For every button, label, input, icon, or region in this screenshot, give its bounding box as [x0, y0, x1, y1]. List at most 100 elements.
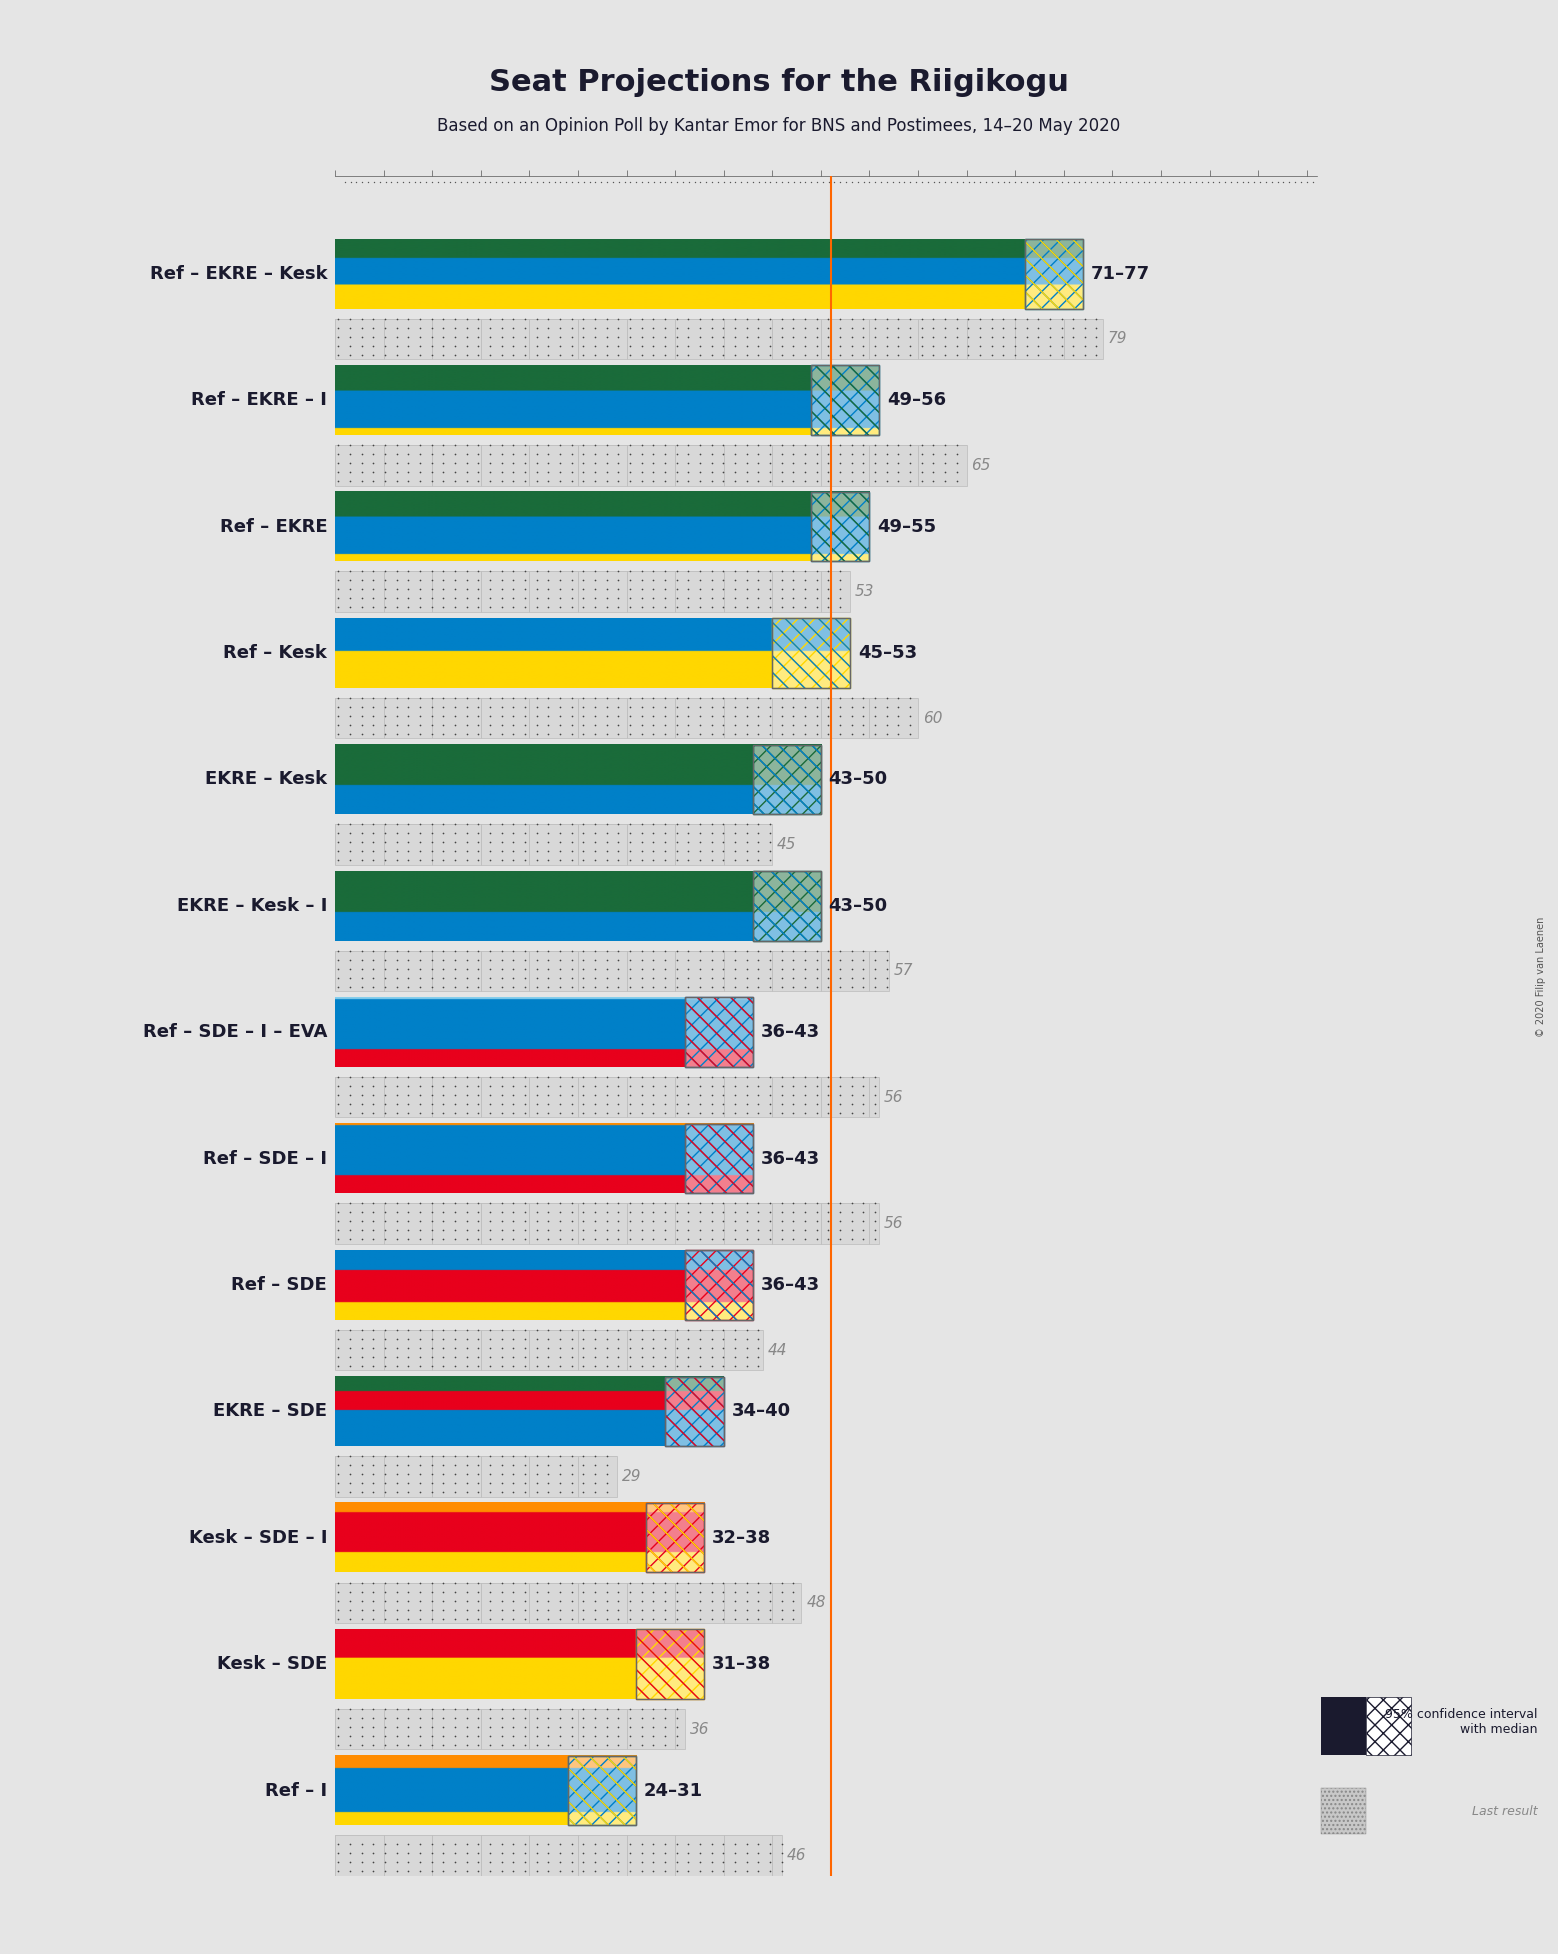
Point	[757, 330, 782, 361]
Point	[361, 817, 386, 848]
Point	[827, 582, 852, 614]
Point	[442, 1829, 467, 1860]
Point	[570, 1196, 595, 1227]
Point	[757, 1594, 782, 1626]
Point	[687, 592, 712, 623]
Point	[757, 555, 782, 586]
Bar	[773, 1077, 821, 1118]
Point	[455, 1215, 480, 1247]
Point	[502, 1458, 527, 1489]
Point	[734, 447, 759, 479]
Point	[466, 338, 491, 369]
Point	[687, 1567, 712, 1598]
Point	[863, 338, 888, 369]
Point	[513, 1577, 538, 1608]
Point	[408, 961, 433, 993]
Bar	[335, 698, 383, 739]
Point	[502, 1323, 527, 1354]
Point	[857, 166, 882, 197]
Point	[594, 817, 619, 848]
Point	[513, 313, 538, 344]
Point	[442, 1720, 467, 1751]
Point	[513, 1079, 538, 1110]
Point	[502, 700, 527, 731]
Point	[827, 447, 852, 479]
Point	[804, 936, 829, 967]
Point	[827, 944, 852, 975]
Point	[385, 430, 410, 461]
Point	[559, 592, 584, 623]
Bar	[626, 825, 675, 866]
Bar	[724, 1583, 773, 1624]
Point	[757, 313, 782, 344]
Point	[781, 320, 805, 352]
Point	[432, 1458, 456, 1489]
Point	[523, 954, 548, 985]
Point	[781, 338, 805, 369]
Point	[396, 719, 421, 750]
Point	[991, 313, 1016, 344]
Point	[863, 692, 888, 723]
Point	[523, 1061, 548, 1092]
Point	[700, 809, 724, 840]
Point	[502, 944, 527, 975]
Point	[734, 836, 759, 868]
Point	[793, 1196, 818, 1227]
Point	[432, 1223, 456, 1254]
Bar	[686, 1251, 753, 1319]
Point	[502, 1567, 527, 1598]
Bar	[686, 1251, 753, 1319]
Point	[793, 1215, 818, 1247]
Point	[793, 303, 818, 334]
Bar	[869, 319, 918, 360]
Point	[432, 582, 456, 614]
Bar	[753, 871, 821, 940]
Point	[547, 1350, 572, 1381]
Point	[746, 1223, 771, 1254]
Point	[442, 555, 467, 586]
Bar	[569, 1757, 636, 1825]
Point	[338, 1223, 363, 1254]
Point	[349, 320, 374, 352]
Bar	[665, 1376, 724, 1446]
Bar	[383, 825, 432, 866]
Point	[629, 1720, 654, 1751]
Point	[734, 1323, 759, 1354]
Point	[361, 1215, 386, 1247]
Point	[559, 447, 584, 479]
Point	[547, 1315, 572, 1346]
Point	[408, 555, 433, 586]
Point	[536, 1079, 561, 1110]
Point	[419, 1847, 444, 1878]
Point	[594, 709, 619, 741]
Point	[594, 1694, 619, 1725]
Point	[547, 709, 572, 741]
Point	[502, 817, 527, 848]
Point	[921, 465, 946, 496]
Text: 29: 29	[622, 1469, 642, 1483]
Point	[326, 457, 351, 488]
Point	[583, 961, 608, 993]
Point	[816, 1061, 841, 1092]
Point	[442, 809, 467, 840]
Point	[466, 438, 491, 469]
Point	[559, 844, 584, 875]
Point	[746, 1071, 771, 1102]
Point	[385, 320, 410, 352]
Point	[710, 682, 735, 713]
Point	[851, 682, 876, 713]
Point	[816, 320, 841, 352]
Point	[617, 1702, 642, 1733]
Point	[781, 961, 805, 993]
Point	[338, 438, 363, 469]
Point	[676, 592, 701, 623]
Point	[583, 719, 608, 750]
Point	[408, 1856, 433, 1888]
Point	[840, 971, 865, 1002]
Point	[455, 961, 480, 993]
Point	[489, 1196, 514, 1227]
Point	[385, 700, 410, 731]
Point	[455, 320, 480, 352]
Point	[455, 1061, 480, 1092]
Point	[687, 1602, 712, 1634]
